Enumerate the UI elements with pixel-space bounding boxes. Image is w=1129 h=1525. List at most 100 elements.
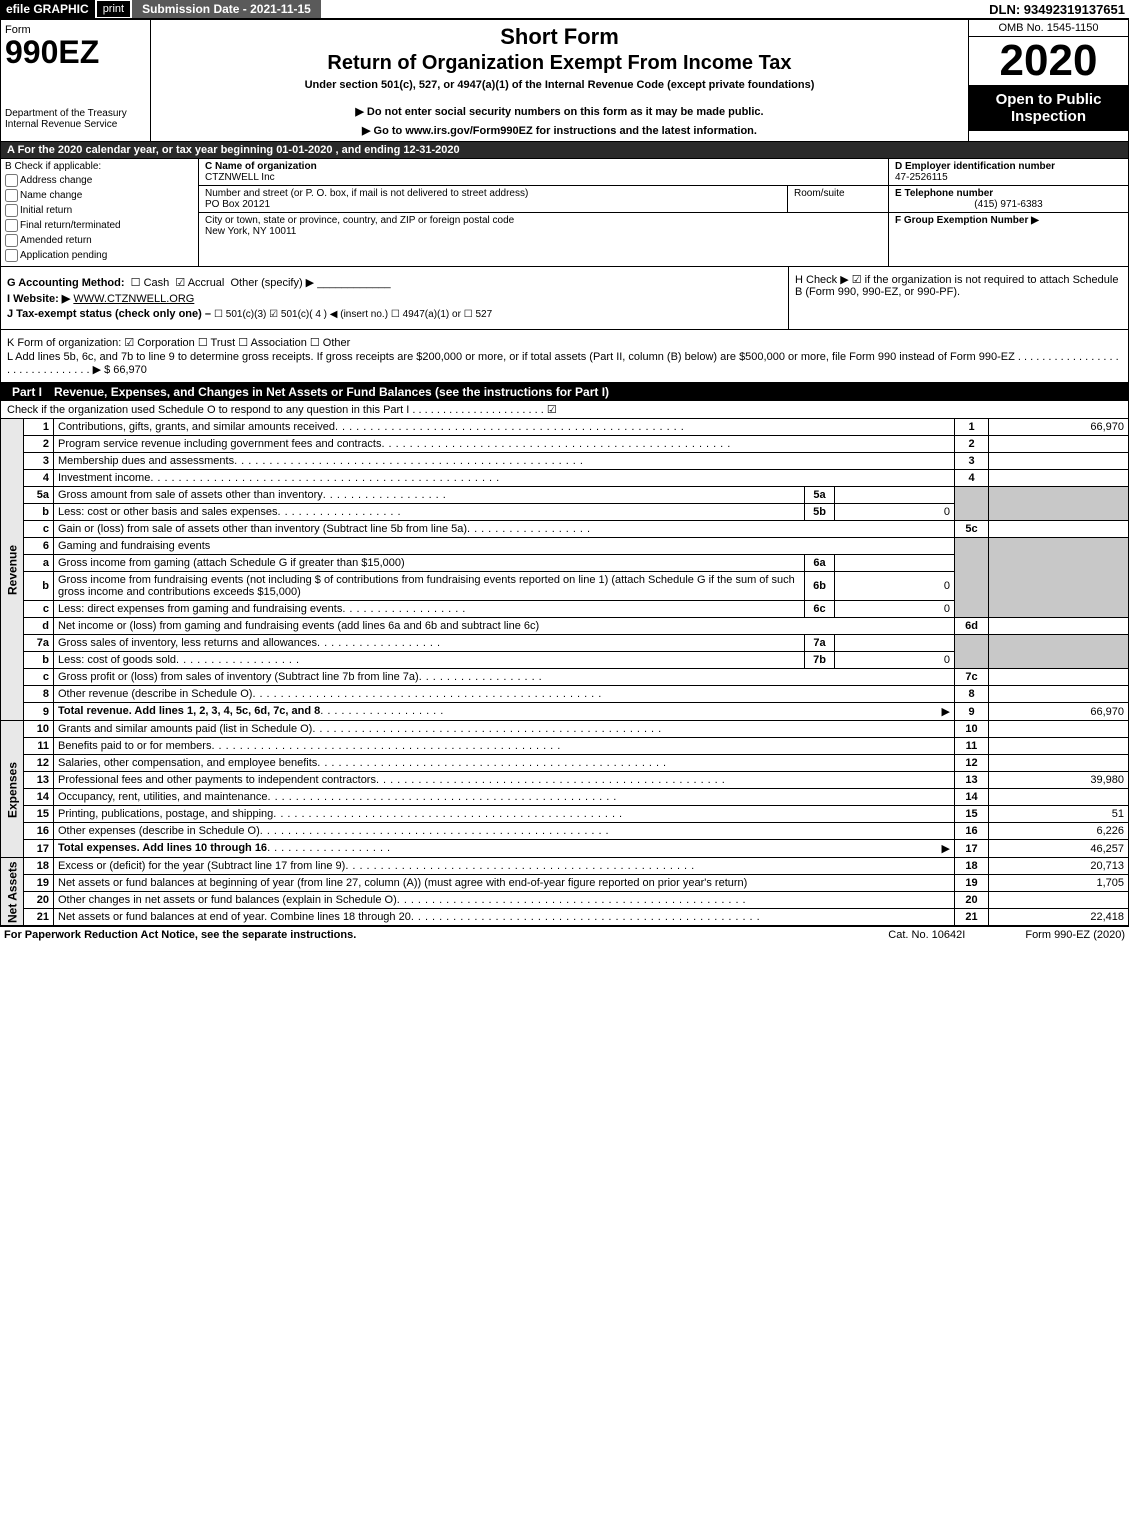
row-num: 3 [24, 453, 54, 470]
amount [989, 755, 1129, 772]
row-desc: Salaries, other compensation, and employ… [58, 757, 317, 769]
sub-value [835, 487, 955, 504]
line-no: 13 [955, 772, 989, 789]
part1-sub: Check if the organization used Schedule … [0, 401, 1129, 418]
row-num: b [24, 572, 54, 601]
row-desc: Total expenses. Add lines 10 through 16 [58, 842, 267, 855]
city: New York, NY 10011 [205, 226, 882, 237]
sub-value [835, 555, 955, 572]
chk-address-change[interactable] [5, 174, 18, 187]
amount: 46,257 [989, 840, 1129, 858]
row-desc: Gaming and fundraising events [54, 538, 955, 555]
amount: 20,713 [989, 858, 1129, 875]
b-label: B Check if applicable: [5, 161, 194, 172]
amount [989, 618, 1129, 635]
chk-name-change[interactable] [5, 189, 18, 202]
dln: DLN: 93492319137651 [989, 2, 1129, 17]
omb-number: OMB No. 1545-1150 [969, 20, 1128, 37]
line-no: 17 [955, 840, 989, 858]
chk-final-return[interactable] [5, 219, 18, 232]
sub-value: 0 [835, 652, 955, 669]
g-cash: Cash [144, 277, 170, 289]
goto-link[interactable]: ▶ Go to www.irs.gov/Form990EZ for instru… [157, 124, 962, 137]
c-label: C Name of organization [205, 161, 882, 172]
row-num: 16 [24, 823, 54, 840]
row-desc: Program service revenue including govern… [58, 438, 381, 450]
amount: 22,418 [989, 909, 1129, 926]
print-button[interactable]: print [97, 1, 130, 17]
chk-amended-return[interactable] [5, 234, 18, 247]
amount [989, 453, 1129, 470]
dept: Department of the Treasury [5, 108, 146, 119]
amount [989, 521, 1129, 538]
chk-initial-return[interactable] [5, 204, 18, 217]
row-desc: Gross profit or (loss) from sales of inv… [58, 671, 419, 683]
paperwork-notice: For Paperwork Reduction Act Notice, see … [4, 929, 888, 941]
row-desc: Occupancy, rent, utilities, and maintena… [58, 791, 268, 803]
sub-value: 0 [835, 601, 955, 618]
room-label: Room/suite [788, 186, 888, 212]
f-label: F Group Exemption Number ▶ [895, 215, 1039, 226]
netassets-side-label: Net Assets [1, 858, 24, 926]
section-b: B Check if applicable: Address change Na… [1, 159, 199, 266]
row-desc: Other revenue (describe in Schedule O) [58, 688, 252, 700]
open-public: Open to Public Inspection [969, 85, 1128, 131]
sub-label: 5b [805, 504, 835, 521]
d-label: D Employer identification number [895, 161, 1122, 172]
line-no: 20 [955, 892, 989, 909]
row-num: 2 [24, 436, 54, 453]
row-num: 15 [24, 806, 54, 823]
row-num: 8 [24, 686, 54, 703]
chk-application-pending[interactable] [5, 249, 18, 262]
irs: Internal Revenue Service [5, 119, 146, 130]
street: PO Box 20121 [205, 199, 781, 210]
row-num: 20 [24, 892, 54, 909]
row-desc: Investment income [58, 472, 150, 484]
website-link[interactable]: WWW.CTZNWELL.ORG [73, 293, 194, 305]
g-accrual: Accrual [188, 277, 225, 289]
row-num: 12 [24, 755, 54, 772]
amount [989, 669, 1129, 686]
footer: For Paperwork Reduction Act Notice, see … [0, 926, 1129, 943]
row-desc: Benefits paid to or for members [58, 740, 211, 752]
row-num: 19 [24, 875, 54, 892]
l-line: L Add lines 5b, 6c, and 7b to line 9 to … [7, 351, 1122, 376]
amount [989, 470, 1129, 487]
i-label: I Website: ▶ [7, 293, 70, 305]
amount: 66,970 [989, 703, 1129, 721]
row-desc: Gain or (loss) from sale of assets other… [58, 523, 467, 535]
form-header: Form 990EZ Department of the Treasury In… [0, 19, 1129, 142]
sub-label: 6c [805, 601, 835, 618]
row-num: d [24, 618, 54, 635]
amount: 1,705 [989, 875, 1129, 892]
row-desc: Net assets or fund balances at beginning… [54, 875, 955, 892]
org-name: CTZNWELL Inc [205, 172, 882, 183]
section-def: D Employer identification number 47-2526… [888, 159, 1128, 266]
row-desc: Other changes in net assets or fund bala… [58, 894, 397, 906]
kl-block: K Form of organization: ☑ Corporation ☐ … [0, 330, 1129, 383]
amount [989, 436, 1129, 453]
street-label: Number and street (or P. O. box, if mail… [205, 188, 781, 199]
line-no: 5c [955, 521, 989, 538]
row-desc: Gross amount from sale of assets other t… [58, 489, 323, 501]
submission-date: Submission Date - 2021-11-15 [132, 0, 321, 18]
sub-label: 7b [805, 652, 835, 669]
line-no: 1 [955, 419, 989, 436]
amount: 6,226 [989, 823, 1129, 840]
j-opts: ☐ 501(c)(3) ☑ 501(c)( 4 ) ◀ (insert no.)… [214, 309, 492, 320]
expenses-side-label: Expenses [1, 721, 24, 858]
row-num: c [24, 601, 54, 618]
row-desc: Gross sales of inventory, less returns a… [58, 637, 317, 649]
section-c: C Name of organization CTZNWELL Inc Numb… [199, 159, 888, 266]
amount [989, 892, 1129, 909]
lbl-final-return: Final return/terminated [20, 220, 121, 231]
tax-year: 2020 [969, 37, 1128, 85]
part1-title: Revenue, Expenses, and Changes in Net As… [54, 385, 609, 399]
row-num: 17 [24, 840, 54, 858]
arrow-icon: ▶ [942, 842, 950, 855]
line-no: 14 [955, 789, 989, 806]
amount [989, 789, 1129, 806]
ssn-warning: ▶ Do not enter social security numbers o… [157, 105, 962, 118]
sub-label: 6b [805, 572, 835, 601]
lbl-application-pending: Application pending [20, 250, 107, 261]
